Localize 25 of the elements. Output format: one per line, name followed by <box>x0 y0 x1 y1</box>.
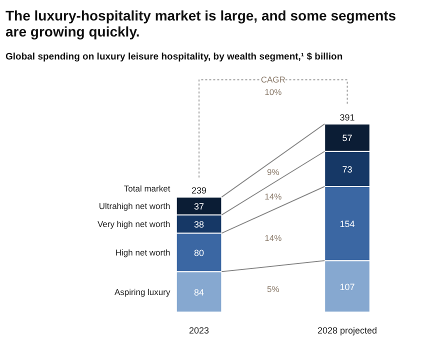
annotation: 5% <box>267 284 280 294</box>
annotation: 9% <box>267 166 280 177</box>
data-label: 73 <box>342 164 352 174</box>
total-label: 239 <box>192 185 207 196</box>
annotation: 14% <box>264 191 282 202</box>
data-label: 107 <box>340 282 355 292</box>
x-tick-label: 2023 <box>189 326 210 336</box>
series-label: High net worth <box>115 247 170 258</box>
data-label: 57 <box>342 133 352 144</box>
text: 10% <box>264 86 282 97</box>
data-label: 154 <box>340 219 355 230</box>
data-label: 80 <box>194 248 204 258</box>
text: CAGR <box>260 74 286 85</box>
chart-title: The luxury-hospitality market is large, and some segments are growing quickly. <box>6 8 396 40</box>
x-tick-label: 2028 projected <box>317 326 378 336</box>
series-label: Aspiring luxury <box>114 286 171 297</box>
chart-subtitle: Global spending on luxury leisure hospitality, by wealth segment,¹ $ billion <box>6 52 343 62</box>
series-label: Very high net worth <box>97 219 170 230</box>
series-label: Ultrahigh net worth <box>98 200 170 211</box>
total-label: 391 <box>340 112 355 122</box>
data-label: 84 <box>194 287 204 298</box>
annotation: Total market <box>124 183 171 194</box>
annotation: 14% <box>264 232 282 243</box>
data-label: 37 <box>194 201 204 212</box>
data-label: 38 <box>194 220 204 230</box>
